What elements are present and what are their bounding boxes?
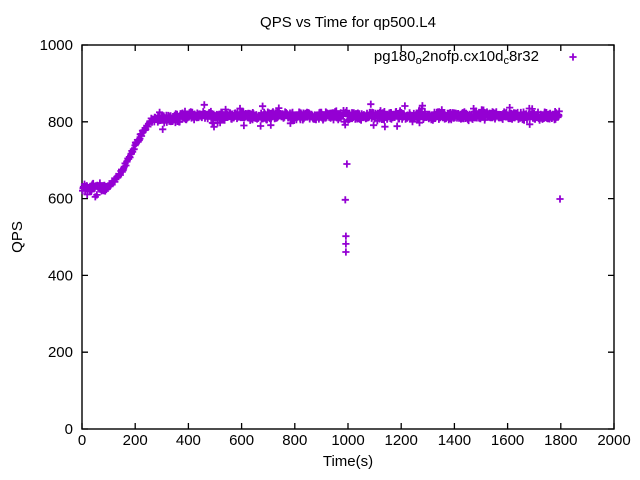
chart-title: QPS vs Time for qp500.L4: [260, 14, 436, 31]
legend-label: pg180o2nofp.cx10dc8r32: [374, 48, 539, 67]
x-tick-label: 2000: [597, 432, 630, 449]
x-tick-label: 600: [229, 432, 254, 449]
y-tick-label: 400: [48, 267, 73, 284]
y-tick-label: 600: [48, 191, 73, 208]
axis-ticks: [81, 44, 615, 430]
x-tick-label: 400: [176, 432, 201, 449]
x-tick-label: 0: [78, 432, 86, 449]
y-tick-label: 800: [48, 114, 73, 131]
legend-marker-icon: [569, 53, 577, 61]
x-tick-label: 1000: [331, 432, 364, 449]
scatter-points: [79, 100, 564, 256]
y-tick-label: 1000: [40, 37, 73, 54]
x-tick-label: 1800: [544, 432, 577, 449]
y-tick-label: 200: [48, 344, 73, 361]
tick-labels: 0 200 400 600 800 1000 1200 1400 1600 1800 2000 0 20…: [40, 37, 631, 449]
x-tick-label: 800: [282, 432, 307, 449]
x-tick-label: 1400: [438, 432, 471, 449]
x-axis-label: Time(s): [323, 453, 373, 470]
x-tick-label: 1200: [385, 432, 418, 449]
y-axis-label: QPS: [9, 221, 26, 253]
x-tick-label: 200: [123, 432, 148, 449]
x-tick-label: 1600: [491, 432, 524, 449]
y-tick-label: 0: [65, 421, 73, 438]
